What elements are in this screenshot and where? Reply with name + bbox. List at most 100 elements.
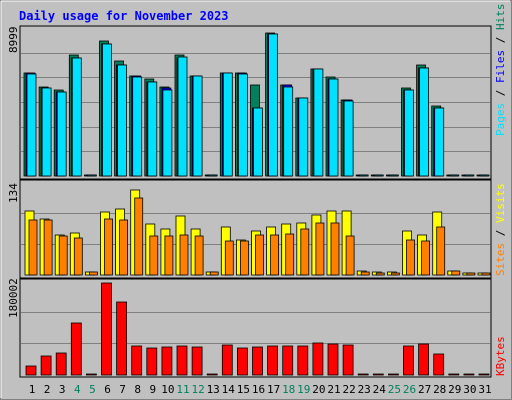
x-tick-label-30: 30 bbox=[463, 383, 476, 396]
bar-kbytes-day-9 bbox=[146, 347, 158, 376]
bar-pages-day-21 bbox=[328, 78, 339, 177]
bar-pages-day-31 bbox=[479, 174, 490, 177]
bar-sites-day-20 bbox=[315, 222, 325, 276]
bar-pages-day-3 bbox=[56, 91, 67, 177]
bar-sites-day-21 bbox=[330, 222, 340, 276]
bar-pages-day-23 bbox=[358, 174, 369, 177]
x-tick-label-8: 8 bbox=[134, 383, 141, 396]
bar-pages-day-19 bbox=[298, 97, 309, 177]
bar-kbytes-day-25 bbox=[387, 373, 399, 376]
bar-kbytes-day-2 bbox=[40, 355, 52, 376]
x-tick-label-3: 3 bbox=[59, 383, 66, 396]
bar-pages-day-22 bbox=[343, 100, 354, 177]
bar-kbytes-day-24 bbox=[372, 373, 384, 376]
bar-sites-day-25 bbox=[390, 272, 400, 276]
x-tick-label-9: 9 bbox=[149, 383, 156, 396]
bar-sites-day-29 bbox=[451, 270, 461, 276]
bar-kbytes-day-27 bbox=[418, 343, 430, 376]
legend-top-item-4: Hits bbox=[494, 4, 507, 31]
bar-sites-day-23 bbox=[360, 271, 370, 276]
bar-pages-day-15 bbox=[237, 73, 248, 177]
bar-sites-day-28 bbox=[436, 226, 446, 276]
bar-kbytes-day-5 bbox=[86, 373, 97, 376]
bar-sites-day-5 bbox=[89, 271, 98, 276]
x-tick-label-4: 4 bbox=[74, 383, 81, 396]
x-tick-label-19: 19 bbox=[297, 383, 310, 396]
bar-pages-day-11 bbox=[177, 56, 188, 177]
bar-kbytes-day-19 bbox=[297, 345, 309, 376]
bar-sites-day-27 bbox=[421, 240, 431, 276]
bar-pages-day-17 bbox=[268, 33, 279, 177]
bar-pages-day-18 bbox=[283, 86, 294, 177]
x-tick-label-24: 24 bbox=[373, 383, 387, 396]
bar-kbytes-day-20 bbox=[312, 342, 324, 376]
bar-sites-day-15 bbox=[239, 240, 249, 276]
bar-kbytes-day-1 bbox=[25, 365, 37, 376]
bar-pages-day-27 bbox=[419, 67, 430, 177]
bar-kbytes-day-3 bbox=[55, 352, 67, 376]
legend-mid-item-0: Sites bbox=[494, 243, 507, 276]
bar-pages-day-10 bbox=[162, 89, 173, 177]
bar-sites-day-14 bbox=[224, 240, 234, 276]
bar-kbytes-day-26 bbox=[403, 345, 414, 376]
bar-sites-day-30 bbox=[466, 272, 476, 276]
x-tick-label-26: 26 bbox=[403, 383, 416, 396]
bar-pages-day-14 bbox=[222, 72, 233, 177]
bars-layer bbox=[21, 32, 491, 376]
legend-bottom-item-0: KBytes bbox=[494, 336, 507, 376]
bar-pages-day-26 bbox=[404, 89, 414, 177]
bar-kbytes-day-22 bbox=[342, 344, 354, 376]
bar-sites-day-16 bbox=[255, 234, 264, 276]
x-tick-label-6: 6 bbox=[104, 383, 111, 396]
bar-kbytes-day-30 bbox=[463, 373, 475, 376]
x-tick-label-5: 5 bbox=[89, 383, 96, 396]
bar-kbytes-day-7 bbox=[116, 301, 127, 376]
bar-sites-day-4 bbox=[73, 237, 83, 276]
x-tick-label-20: 20 bbox=[312, 383, 325, 396]
x-tick-label-15: 15 bbox=[237, 383, 250, 396]
bar-kbytes-day-31 bbox=[478, 373, 490, 376]
legend-sites-visits: Sites / Visits bbox=[494, 183, 507, 276]
bar-sites-day-2 bbox=[43, 219, 53, 276]
bar-pages-day-28 bbox=[434, 107, 445, 177]
x-tick-label-21: 21 bbox=[327, 383, 340, 396]
bar-kbytes-day-15 bbox=[236, 347, 248, 376]
bar-pages-day-9 bbox=[147, 81, 158, 177]
bar-kbytes-day-16 bbox=[252, 346, 263, 376]
bar-kbytes-day-6 bbox=[101, 282, 112, 376]
bar-kbytes-day-4 bbox=[70, 322, 82, 376]
bar-kbytes-day-29 bbox=[448, 373, 460, 376]
bar-sites-day-19 bbox=[300, 228, 310, 276]
bar-sites-day-18 bbox=[285, 233, 295, 276]
legend-mid-item-2: Visits bbox=[494, 183, 507, 223]
bar-kbytes-day-12 bbox=[191, 346, 203, 376]
bar-kbytes-day-10 bbox=[161, 346, 173, 376]
x-tick-label-13: 13 bbox=[207, 383, 220, 396]
bar-sites-day-8 bbox=[134, 197, 144, 276]
bar-kbytes-day-21 bbox=[327, 343, 339, 376]
bar-pages-day-29 bbox=[449, 174, 460, 177]
x-tick-label-28: 28 bbox=[433, 383, 446, 396]
legend-top-item-1: / bbox=[494, 83, 507, 103]
legend-pages-files-hits: Pages / Files / Hits bbox=[494, 4, 507, 137]
bar-sites-day-7 bbox=[119, 219, 128, 276]
x-tick-label-23: 23 bbox=[358, 383, 371, 396]
x-tick-label-14: 14 bbox=[222, 383, 236, 396]
x-tick-labels: 1 2 3 4 5 6 7 8 9 10 11 12 13 14 15 16 17 18 19 20 21 22 23 24 2… bbox=[29, 383, 492, 396]
bar-kbytes-day-17 bbox=[267, 345, 279, 376]
x-tick-label-1: 1 bbox=[29, 383, 36, 396]
x-tick-label-25: 25 bbox=[388, 383, 401, 396]
bar-kbytes-day-8 bbox=[131, 345, 143, 376]
bar-sites-day-12 bbox=[194, 235, 204, 276]
bar-kbytes-day-28 bbox=[433, 353, 445, 376]
ymax-label-mid: 134 bbox=[7, 183, 20, 203]
bar-pages-day-7 bbox=[117, 64, 127, 177]
bar-pages-day-16 bbox=[253, 107, 263, 177]
bar-sites-day-24 bbox=[375, 272, 385, 276]
bar-pages-day-5 bbox=[87, 174, 97, 177]
bar-pages-day-24 bbox=[373, 174, 384, 177]
bar-pages-day-20 bbox=[313, 68, 324, 177]
bar-pages-day-1 bbox=[26, 73, 37, 177]
